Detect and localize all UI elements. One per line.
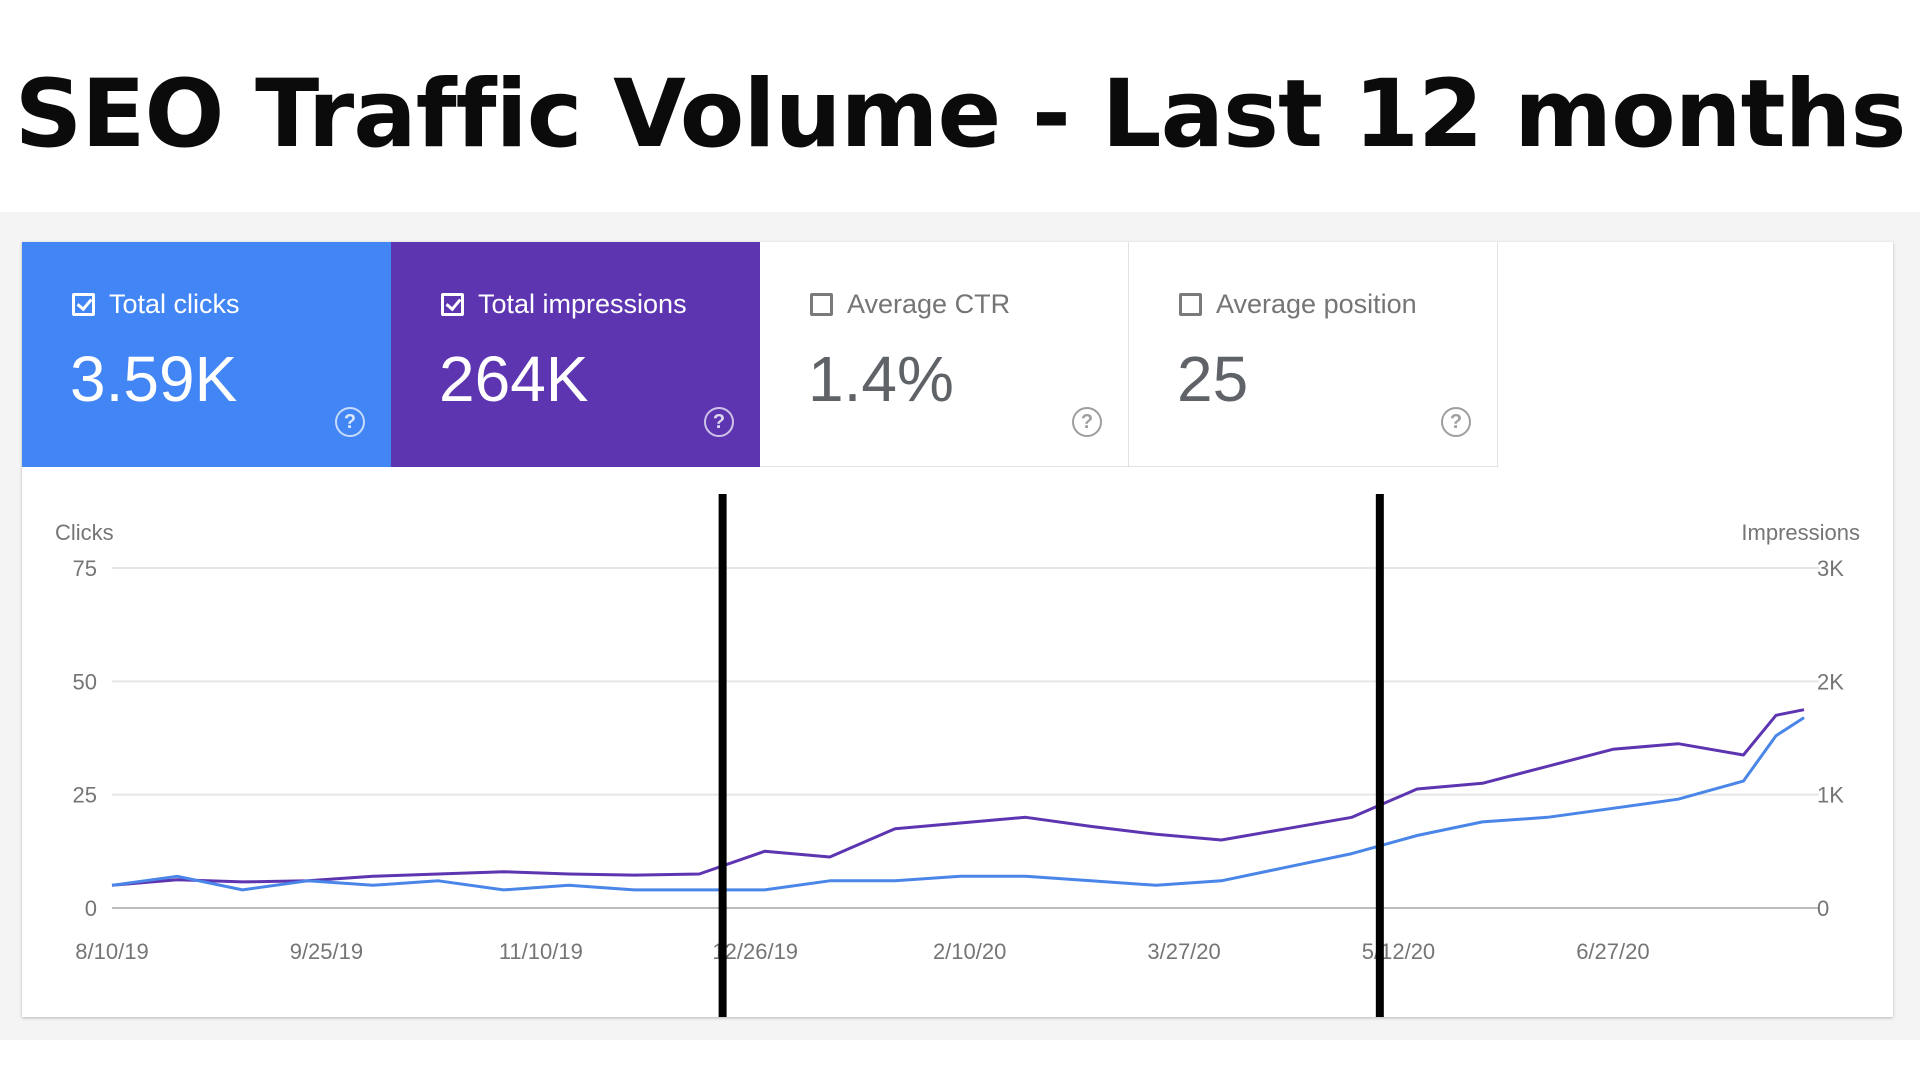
x-tick-label: 8/10/19: [75, 939, 148, 964]
x-tick-label: 2/10/20: [933, 939, 1006, 964]
right-tick-label: 2K: [1817, 669, 1844, 694]
metric-label: Average position: [1216, 289, 1417, 319]
metric-value: 264K: [439, 343, 589, 415]
help-icon[interactable]: ?: [335, 407, 365, 437]
checkbox-unchecked-icon[interactable]: [1179, 293, 1202, 316]
x-tick-label: 12/26/19: [712, 939, 798, 964]
page-title: SEO Traffic Volume - Last 12 months: [14, 60, 1907, 169]
left-tick-label: 25: [73, 783, 97, 808]
x-tick-label: 6/27/20: [1576, 939, 1649, 964]
checkbox-unchecked-icon[interactable]: [810, 293, 833, 316]
x-tick-label: 11/10/19: [499, 939, 583, 964]
right-tick-label: 3K: [1817, 556, 1844, 581]
right-tick-label: 1K: [1817, 783, 1844, 808]
help-icon[interactable]: ?: [704, 407, 734, 437]
left-tick-label: 50: [73, 669, 97, 694]
checkbox-checked-icon[interactable]: [441, 293, 464, 316]
metric-value: 25: [1177, 343, 1249, 415]
left-tick-label: 75: [73, 556, 97, 581]
metric-value: 1.4%: [808, 343, 954, 415]
metric-label: Total clicks: [109, 289, 240, 319]
performance-chart: Clicks Impressions 0 0 25 1K 50 2K 75 3K 8/10/19…: [55, 494, 1860, 1017]
x-tick-label: 3/27/20: [1147, 939, 1220, 964]
metric-tile-total-impressions[interactable]: Total impressions 264K ?: [391, 242, 760, 467]
right-axis-label: Impressions: [1741, 520, 1860, 545]
metric-tile-total-clicks[interactable]: Total clicks 3.59K ?: [22, 242, 391, 467]
metric-label: Total impressions: [478, 289, 687, 319]
metric-label: Average CTR: [847, 289, 1011, 319]
metric-value: 3.59K: [70, 343, 238, 415]
series-line-total-clicks: [111, 716, 1805, 892]
help-icon[interactable]: ?: [1441, 407, 1471, 437]
series-line-total-impressions: [111, 708, 1805, 887]
help-icon[interactable]: ?: [1072, 407, 1102, 437]
metric-tile-average-position[interactable]: Average position 25 ?: [1129, 242, 1498, 467]
left-axis-label: Clicks: [55, 520, 114, 545]
metric-tile-average-ctr[interactable]: Average CTR 1.4% ?: [760, 242, 1129, 467]
checkbox-checked-icon[interactable]: [72, 293, 95, 316]
performance-card: Total clicks 3.59K ? Total impressions 2…: [22, 242, 1893, 1017]
x-tick-label: 5/12/20: [1362, 939, 1435, 964]
right-tick-label: 0: [1817, 896, 1829, 921]
left-tick-label: 0: [85, 896, 97, 921]
x-tick-label: 9/25/19: [290, 939, 363, 964]
